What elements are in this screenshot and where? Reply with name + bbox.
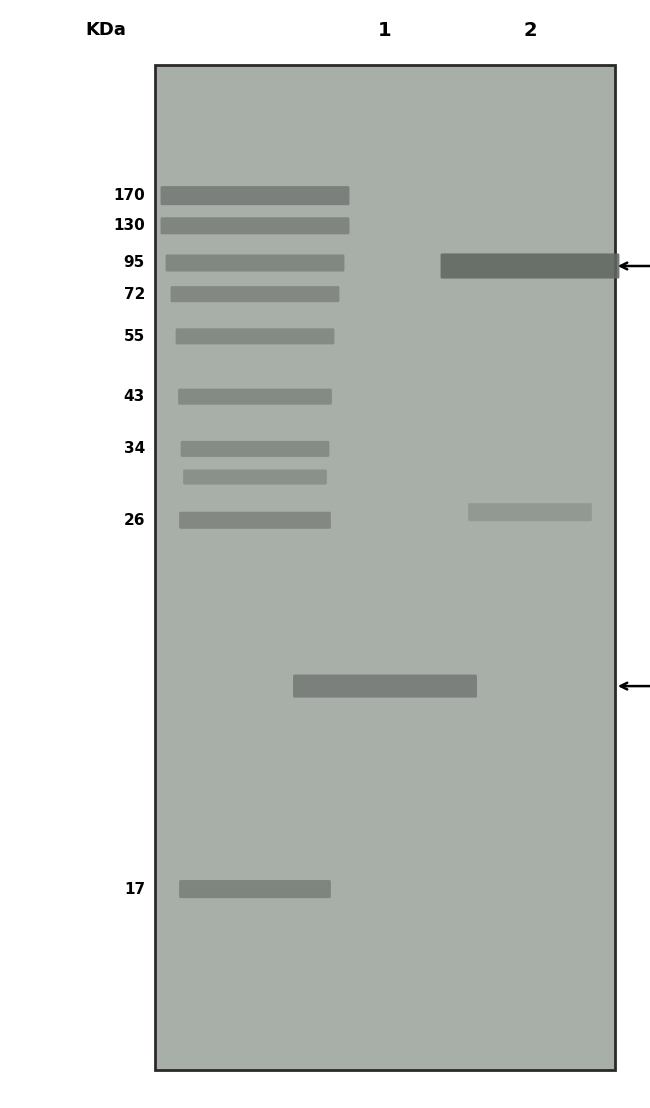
FancyBboxPatch shape [170,286,339,302]
Text: 72: 72 [124,287,145,301]
FancyBboxPatch shape [178,389,332,404]
Text: 95: 95 [124,256,145,270]
FancyBboxPatch shape [441,254,619,278]
FancyBboxPatch shape [166,255,344,271]
Text: 43: 43 [124,389,145,404]
Text: KDa: KDa [85,21,126,39]
Bar [155,65,615,1070]
FancyBboxPatch shape [179,880,331,899]
Text: 26: 26 [124,513,145,527]
Text: 17: 17 [124,882,145,896]
FancyBboxPatch shape [176,328,334,345]
Text: 170: 170 [113,188,145,203]
Text: 2: 2 [523,21,537,40]
FancyBboxPatch shape [468,503,592,521]
FancyBboxPatch shape [181,441,330,456]
Text: 55: 55 [124,329,145,343]
Text: 130: 130 [113,218,145,234]
FancyBboxPatch shape [179,512,331,529]
Text: 1: 1 [378,21,392,40]
Text: 34: 34 [124,441,145,456]
FancyBboxPatch shape [161,186,350,205]
FancyBboxPatch shape [161,217,350,234]
FancyBboxPatch shape [293,675,477,698]
FancyBboxPatch shape [183,470,327,484]
